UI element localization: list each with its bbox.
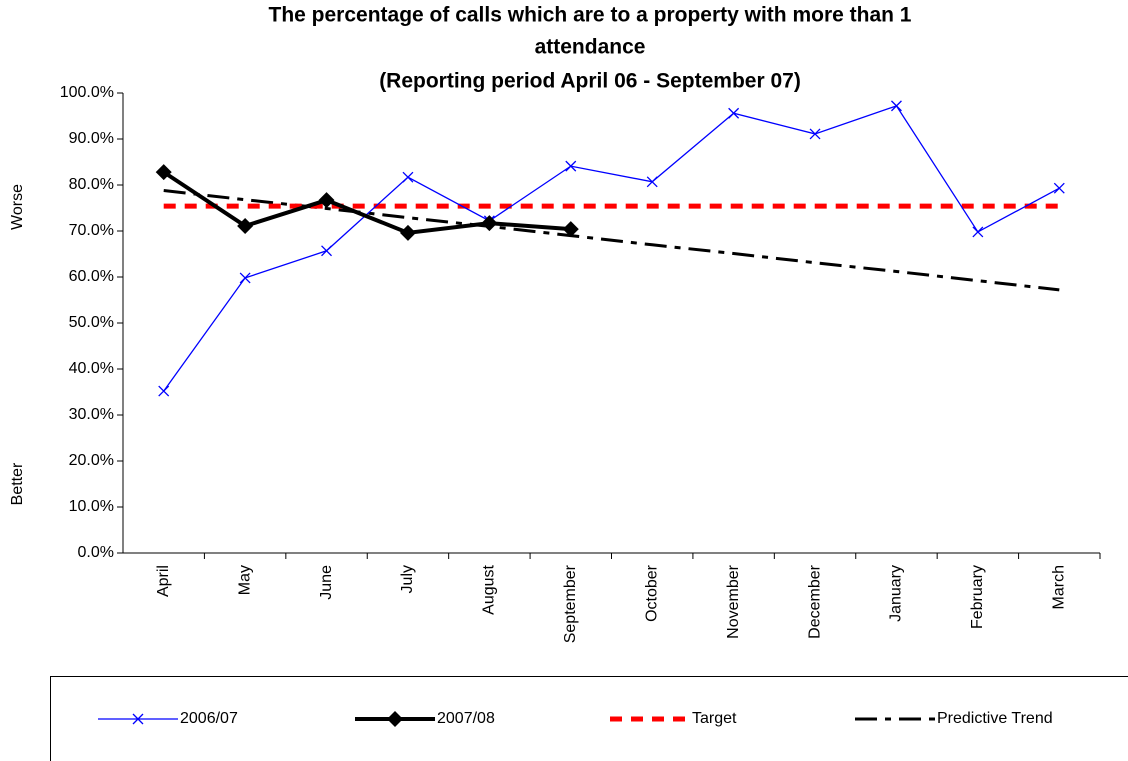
- legend-label: Target: [692, 710, 737, 727]
- marker: [972, 226, 984, 238]
- legend-label: Predictive Trend: [937, 710, 1053, 727]
- marker: [565, 160, 577, 172]
- x-tick-label: May: [236, 565, 253, 595]
- x-tick-label: July: [399, 565, 416, 593]
- marker: [318, 192, 335, 209]
- marker: [1053, 182, 1065, 194]
- y-tick-label: 60.0%: [69, 268, 114, 285]
- y-axis-label: Worse: [9, 184, 26, 230]
- y-tick-label: 30.0%: [69, 406, 114, 423]
- x-tick-label: February: [969, 565, 986, 629]
- y-tick-label: 90.0%: [69, 130, 114, 147]
- marker: [562, 221, 579, 238]
- marker: [321, 245, 333, 257]
- x-tick-label: March: [1051, 565, 1068, 609]
- y-tick-label: 70.0%: [69, 222, 114, 239]
- x-tick-label: January: [888, 565, 905, 622]
- chart-title: The percentage of calls which are to a p…: [269, 4, 912, 27]
- x-tick-label: October: [643, 564, 660, 622]
- marker: [646, 176, 658, 188]
- x-tick-label: November: [725, 564, 742, 638]
- x-tick-label: August: [481, 564, 498, 614]
- marker: [890, 100, 902, 112]
- x-tick-label: December: [806, 564, 823, 638]
- marker: [402, 171, 414, 183]
- x-tick-label: April: [155, 565, 172, 597]
- marker: [728, 107, 740, 119]
- legend-label: 2006/07: [180, 710, 238, 727]
- legend-label: 2007/08: [437, 710, 495, 727]
- x-tick-label: September: [562, 564, 579, 643]
- marker: [809, 128, 821, 140]
- marker: [387, 711, 403, 727]
- y-tick-label: 100.0%: [60, 84, 114, 101]
- marker: [239, 272, 251, 284]
- marker: [132, 713, 144, 725]
- x-tick-label: June: [318, 565, 335, 600]
- y-tick-label: 0.0%: [78, 544, 114, 561]
- legend-box: [50, 676, 1128, 761]
- marker: [155, 164, 172, 181]
- y-tick-label: 80.0%: [69, 176, 114, 193]
- chart-title: attendance: [535, 36, 646, 59]
- y-tick-label: 40.0%: [69, 360, 114, 377]
- chart-title: (Reporting period April 06 - September 0…: [379, 70, 801, 93]
- marker: [237, 217, 254, 234]
- y-tick-label: 20.0%: [69, 452, 114, 469]
- marker: [481, 215, 498, 232]
- y-tick-label: 10.0%: [69, 498, 114, 515]
- y-tick-label: 50.0%: [69, 314, 114, 331]
- series-line: [162, 170, 571, 235]
- marker: [399, 224, 416, 241]
- marker: [158, 385, 170, 397]
- series-line: [163, 105, 1060, 392]
- y-axis-label: Better: [9, 462, 26, 505]
